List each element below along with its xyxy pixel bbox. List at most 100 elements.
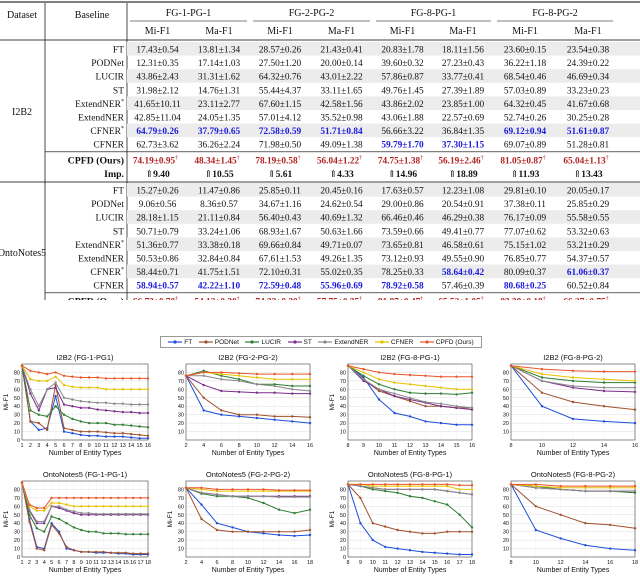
table-cell: 53.32±0.63 [567,227,610,237]
data-point [609,547,612,550]
dagger: † [175,296,178,300]
data-point [255,416,259,420]
series-line [21,482,148,524]
series-line [21,365,148,379]
data-point [246,530,250,533]
data-point [424,374,427,377]
data-point [633,484,637,488]
table-cell: 56.66±3.22 [381,127,424,137]
y-tick-label: 30 [503,413,509,419]
series-line [21,365,148,390]
y-tick-label: 40 [14,404,20,410]
data-point [87,496,90,500]
legend-label: FT [184,338,193,346]
series-line [21,482,148,555]
table-cell: 52.74±0.26 [504,114,547,124]
table-cell: 35.52±0.98 [320,114,363,124]
data-point [439,375,443,378]
data-point [602,389,606,393]
x-axis-label: Number of Entity Types [212,450,285,457]
baseline-name: PODNet [91,200,124,210]
data-point [446,530,449,533]
data-point [470,406,474,410]
baseline-name: CFNER [93,141,124,151]
data-point [470,408,474,411]
x-tick-label: 11 [382,560,388,566]
data-point [102,550,105,554]
x-tick-label: 9 [80,560,83,566]
table-cell: 24.62±0.54 [320,200,363,210]
x-tick-label: 16 [632,443,638,449]
table-cell: 20.00±0.14 [320,59,363,69]
data-point [433,532,436,535]
data-point [50,501,53,505]
y-tick-label: 50 [503,396,509,402]
data-point [102,496,105,500]
table-cell: 21.43±0.41 [320,46,363,56]
table-cell: 54.37±0.57 [567,255,610,265]
data-point [540,367,544,371]
data-point [57,532,61,535]
table-cell: 80.09±0.37 [504,268,547,278]
imp-value: 10.55 [212,170,234,180]
data-point [424,405,427,408]
dagger: † [606,155,609,161]
data-point [130,436,133,439]
y-tick-label: 70 [178,496,184,502]
data-point [359,483,362,486]
data-point [362,367,365,371]
x-tick-label: 5 [54,443,57,449]
x-tick-label: 18 [307,560,313,566]
data-point [633,486,637,489]
ours-cell: 74.19±0.95† [133,155,178,166]
data-point [72,549,76,552]
data-point [559,537,562,540]
data-point [146,505,150,508]
group-header: FG-1-PG-1 [166,8,212,19]
y-tick-label: 0 [17,438,20,444]
x-tick-label: 12 [395,560,401,566]
dagger: † [175,155,178,161]
data-point [273,384,276,388]
table-cell: 24.05±1.35 [198,114,241,124]
data-point [246,488,250,491]
data-point [94,505,98,508]
data-point [346,364,350,367]
x-tick-label: 14 [289,443,295,449]
y-axis-label: Mi-F1 [329,510,336,527]
y-tick-label: 80 [178,370,184,376]
legend-swatch [168,340,183,344]
legend-item: ST [287,339,312,346]
y-tick-label: 40 [340,404,346,410]
data-point [132,496,135,500]
y-tick-label: 20 [340,421,346,427]
legend-marker [323,340,327,344]
data-point [609,489,612,493]
table-cell: 34.67±1.16 [259,200,302,210]
ours-cell: 74.75±1.38† [378,155,423,166]
x-tick-label: 8 [79,443,82,449]
data-point [46,415,49,418]
data-point [220,409,223,412]
data-point [602,405,606,408]
data-point [293,530,296,533]
table-cell: 50.71±0.79 [136,227,179,237]
data-point [146,434,150,437]
row-stripe [127,69,640,83]
data-point [57,506,61,510]
y-tick-label: 0 [343,555,346,561]
data-point [408,415,412,418]
x-tick-label: 11 [103,443,109,449]
data-point [35,520,38,523]
data-point [571,400,575,404]
data-point [293,511,296,515]
data-point [65,496,68,500]
data-point [96,421,99,425]
table-cell: 72.10±0.31 [259,268,302,278]
data-point [540,376,544,379]
table-cell: 51.28±0.81 [567,141,610,151]
data-point [393,381,396,384]
data-point [408,383,412,386]
baseline-name: ExtendNER* [75,99,124,110]
data-point [62,383,66,387]
